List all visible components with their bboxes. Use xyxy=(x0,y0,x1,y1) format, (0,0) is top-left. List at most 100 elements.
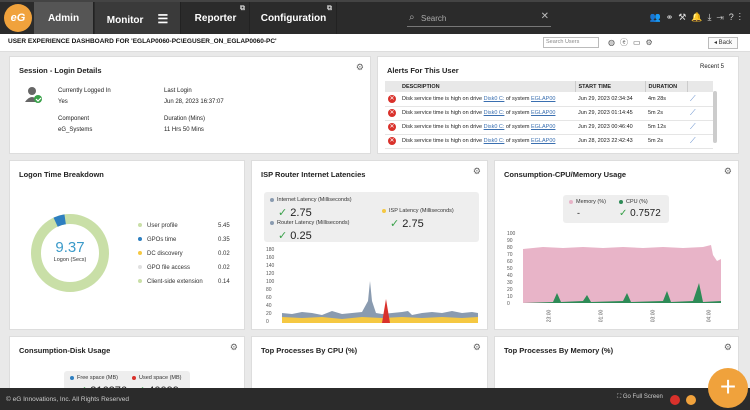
disk-link[interactable]: Disk0 C: xyxy=(483,124,505,130)
nav-tab-admin[interactable]: Admin xyxy=(34,2,94,36)
legend-label: User profile xyxy=(147,223,178,229)
logout-icon[interactable]: ⇥ xyxy=(716,12,729,22)
bell-icon[interactable]: 🔔 xyxy=(691,12,708,22)
alert-trend-cell: ⟋ xyxy=(687,134,713,149)
search-input[interactable]: Search xyxy=(421,14,447,23)
gear-icon[interactable]: ⚙ xyxy=(229,342,238,352)
globe-icon[interactable]: ◍ xyxy=(608,38,620,47)
alert-icon-cell: ✕ xyxy=(385,134,399,149)
alert-row[interactable]: ✕ Disk service time is high on drive Dis… xyxy=(385,92,713,107)
global-search[interactable]: ⌕ Search ✕ xyxy=(407,10,551,27)
router-latency-label: Router Latency (Milliseconds) xyxy=(270,220,349,226)
dashboard-title: USER EXPERIENCE DASHBOARD FOR 'EGLAP0060… xyxy=(8,38,277,45)
currently-logged-in-value: Yes xyxy=(58,99,68,105)
clear-search-icon[interactable]: ✕ xyxy=(540,11,549,22)
gear-icon[interactable]: ⚙ xyxy=(472,342,481,352)
toolbar-icons: 👥⚭⚒🔔⤓⇥?⋮ xyxy=(649,12,746,23)
alert-duration: 5m 12s xyxy=(645,120,687,135)
gear-icon[interactable]: ⚙ xyxy=(723,342,732,352)
y-tick-label: 100 xyxy=(266,279,275,285)
help-icon[interactable]: ? xyxy=(728,12,739,22)
users-icon[interactable]: 👥 xyxy=(649,12,666,22)
download-icon[interactable]: ⤓ xyxy=(707,12,717,22)
logon-total-label: Logon (Secs) xyxy=(53,257,87,263)
gear-icon[interactable]: ⚙ xyxy=(355,62,364,72)
logon-legend-item: DC discovery 0.02 xyxy=(138,251,230,257)
back-button[interactable]: ◂ Back xyxy=(708,37,738,49)
y-tick-label: 30 xyxy=(507,280,513,286)
alert-row[interactable]: ✕ Disk service time is high on drive Dis… xyxy=(385,134,713,149)
cpu-label: CPU (%) xyxy=(619,199,648,205)
tools-icon[interactable]: ⚒ xyxy=(678,12,692,22)
legend-value: 5.45 xyxy=(218,223,230,229)
trend-chart-icon[interactable]: ⟋ xyxy=(690,93,696,103)
alert-duration: 4m 28s xyxy=(645,92,687,107)
hamburger-menu-icon[interactable]: ☰ xyxy=(157,12,169,26)
y-tick-label: 50 xyxy=(507,266,513,272)
trend-chart-icon[interactable]: ⟋ xyxy=(690,122,696,131)
eg-logo[interactable]: eG xyxy=(4,4,32,32)
nav-tab-configuration[interactable]: Configuration ⧉ xyxy=(251,2,337,36)
settings-icon[interactable]: ⚙ xyxy=(645,38,658,47)
system-link[interactable]: EGLAP00 xyxy=(531,95,556,102)
link-icon[interactable]: ⚭ xyxy=(665,12,679,22)
y-tick-label: 20 xyxy=(507,287,513,293)
y-tick-label: 140 xyxy=(266,263,275,269)
panel-title: Session - Login Details xyxy=(19,66,102,75)
last-login-label: Last Login xyxy=(164,88,192,94)
recent-count: Recent 5 xyxy=(699,64,724,70)
nav-tab-monitor[interactable]: Monitor ☰ xyxy=(95,2,181,36)
alert-status-icon[interactable] xyxy=(670,395,680,405)
isp-kpi-box: Internet Latency (Milliseconds) ✓ 2.75 I… xyxy=(264,192,479,242)
alert-row[interactable]: ✕ Disk service time is high on drive Dis… xyxy=(385,106,713,121)
gear-icon[interactable]: ⚙ xyxy=(472,166,481,176)
component-value: eG_Systems xyxy=(58,127,93,133)
y-tick-label: 100 xyxy=(507,231,516,237)
info-icon[interactable]: ⓔ xyxy=(619,38,633,47)
y-tick-label: 180 xyxy=(266,247,275,253)
search-users-input[interactable]: Search Users xyxy=(543,37,599,48)
panel-title: Consumption-CPU/Memory Usage xyxy=(504,170,627,179)
y-tick-label: 40 xyxy=(507,273,513,279)
system-link[interactable]: EGLAP00 xyxy=(531,124,556,130)
scrollbar[interactable] xyxy=(713,91,717,143)
full-screen-button[interactable]: ⛶ Go Full Screen xyxy=(617,394,663,401)
trend-chart-icon[interactable]: ⟋ xyxy=(690,136,696,145)
panel-title: ISP Router Internet Latencies xyxy=(261,170,366,179)
alert-start-time: Jun 29, 2023 02:34:34 xyxy=(575,92,645,107)
system-link[interactable]: EGLAP00 xyxy=(531,138,556,144)
y-tick-label: 80 xyxy=(507,245,513,251)
internet-latency-series xyxy=(282,281,478,323)
isp-latency-series xyxy=(282,317,478,323)
critical-alert-icon: ✕ xyxy=(388,137,396,145)
disk-link[interactable]: Disk0 C: xyxy=(483,95,505,102)
x-tick-label: 23:00 xyxy=(546,309,553,323)
legend-label: GPOs time xyxy=(147,237,177,243)
nav-tab-configuration-label: Configuration xyxy=(260,13,327,24)
screen-icon[interactable]: ▭ xyxy=(632,38,646,47)
y-tick-label: 70 xyxy=(507,252,513,258)
gear-icon[interactable]: ⚙ xyxy=(723,166,732,176)
add-widget-button[interactable]: + xyxy=(708,368,748,408)
logon-legend-item: GPOs time 0.35 xyxy=(138,237,230,243)
nav-tab-reporter[interactable]: Reporter ⧉ xyxy=(182,2,250,36)
system-link[interactable]: EGLAP00 xyxy=(531,110,556,116)
panel-title: Alerts For This User xyxy=(387,66,459,75)
disk-link[interactable]: Disk0 C: xyxy=(483,110,505,116)
trend-chart-icon[interactable]: ⟋ xyxy=(690,108,696,117)
more-icon[interactable]: ⋮ xyxy=(738,12,746,22)
alert-row[interactable]: ✕ Disk service time is high on drive Dis… xyxy=(385,120,713,135)
cpu-memory-panel: Consumption-CPU/Memory Usage ⚙ Memory (%… xyxy=(494,160,739,330)
warning-status-icon[interactable] xyxy=(686,395,696,405)
column-header-duration: DURATION xyxy=(645,81,688,92)
column-header-icon xyxy=(385,81,399,92)
legend-label: DC discovery xyxy=(147,251,183,257)
critical-alert-icon: ✕ xyxy=(388,109,396,117)
donut-segment-user-profile xyxy=(31,214,109,292)
duration-label: Duration (Mins) xyxy=(164,116,206,122)
external-link-icon: ⧉ xyxy=(240,5,245,12)
last-login-value: Jun 28, 2023 16:37:07 xyxy=(164,99,224,105)
disk-link[interactable]: Disk0 C: xyxy=(483,138,505,144)
panel-title: Logon Time Breakdown xyxy=(19,170,104,179)
alert-trend-cell: ⟋ xyxy=(687,106,713,121)
